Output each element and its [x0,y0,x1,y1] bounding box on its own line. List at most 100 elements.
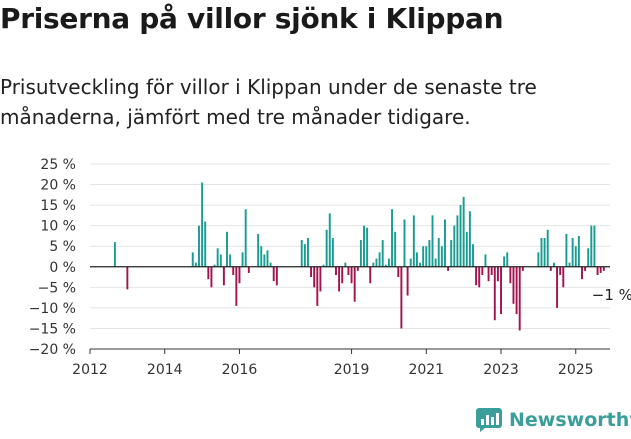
bar [543,238,546,267]
bar [325,229,328,267]
x-tick-label: 2012 [72,362,108,378]
bar [403,219,406,267]
x-tick-label: 2014 [147,362,183,378]
bar [366,227,369,267]
newsworthy-logo[interactable]: Newsworthy [476,408,631,432]
bar [565,233,568,267]
bar [571,238,574,267]
bar [378,252,381,267]
bar [201,182,204,267]
bar [210,266,213,288]
bar [490,266,493,275]
bar [350,266,353,284]
bar [266,250,269,267]
bar [375,258,378,267]
bar [437,238,440,267]
y-tick-label: 25 % [40,157,76,173]
bar [260,246,263,267]
bar [481,266,484,275]
bar [359,240,362,267]
bar [412,215,415,267]
bar [577,235,580,267]
bar [434,258,437,267]
bar [310,266,313,278]
bar [425,246,428,267]
bar [216,248,219,267]
bar [384,264,387,267]
bar [440,246,443,267]
bar [593,225,596,267]
bar [540,238,543,267]
bar [226,231,228,267]
bar-chart: 25 % 20 % 15 % 10 % 5 % 0 % −5 % −10 % −15 % −20 … [29,157,631,378]
bar [506,252,509,267]
bar [322,264,325,267]
y-tick-label: −5 % [38,280,76,296]
bar [428,240,431,267]
bar [328,213,331,267]
bar [537,252,540,267]
bar [562,266,565,288]
bar [126,266,129,290]
bar [465,231,468,267]
bar [369,266,372,284]
bar [394,231,397,267]
bar [353,266,356,302]
y-tick-label: 0 % [49,260,76,276]
bar [263,254,266,267]
bar [518,266,521,331]
bar [521,266,524,271]
bar [568,262,571,267]
bar [257,233,260,267]
y-tick-label: 10 % [40,219,76,235]
bar [347,266,350,275]
bar [238,266,241,284]
bar [409,258,412,267]
bar [341,266,344,284]
bar [232,266,235,275]
bar [447,266,450,271]
bar [475,266,478,286]
bar [229,254,232,267]
y-tick-label: −10 % [29,301,76,317]
x-tick-label: 2019 [334,362,370,378]
bar [468,211,471,267]
bar [512,266,515,304]
bar [462,196,465,267]
bar [269,262,272,267]
x-tick-label: 2023 [483,362,519,378]
bar [472,244,474,267]
bar [500,266,502,315]
newsworthy-logo-icon [476,408,502,432]
bar [381,240,384,267]
bar [574,246,577,267]
bar [587,248,590,267]
bar [241,252,244,267]
bar [344,262,347,267]
bar [235,266,238,306]
y-tick-label: −20 % [29,342,76,358]
y-tick-label: 15 % [40,198,76,214]
x-tick-label: 2025 [558,362,594,378]
bar [415,252,418,267]
bar [406,266,409,296]
bar [584,266,587,271]
bar [487,266,490,282]
bar [549,266,552,271]
bar [493,266,496,321]
bar [484,254,487,267]
bar [496,266,499,282]
bar [204,221,207,267]
brand-name: Newsworthy [509,409,631,431]
bar [198,225,200,267]
chart-title: Priserna på villor sjönk i Klippan [0,2,504,35]
bar [113,242,116,267]
bar [509,266,512,284]
bar [450,240,453,267]
bar [213,264,216,267]
bar [275,266,278,286]
bar [459,205,462,267]
bar [300,240,303,267]
bar [581,266,583,280]
bar [191,252,194,267]
